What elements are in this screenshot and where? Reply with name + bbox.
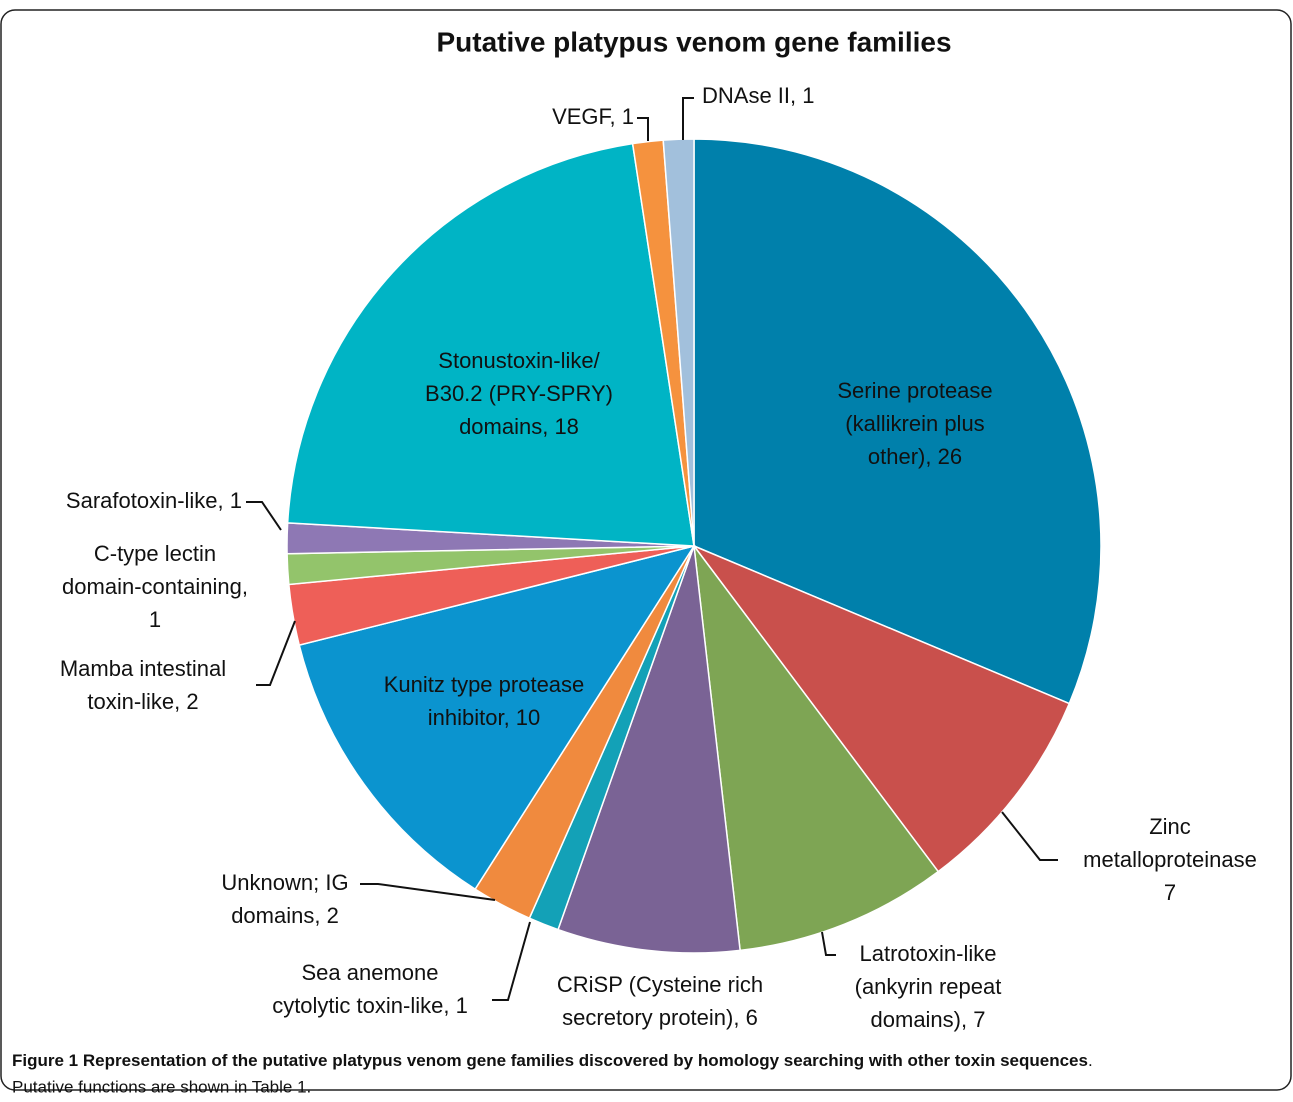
slice — [693, 138, 1102, 705]
slice-label: Sea anemone — [302, 960, 439, 985]
slice-label: B30.2 (PRY-SPRY) — [425, 381, 613, 406]
caption-text: Representation of the putative platypus … — [83, 1051, 1088, 1070]
slice-label: metalloproteinase — [1083, 847, 1257, 872]
leader — [1001, 811, 1058, 861]
slice-label: (ankyrin repeat — [855, 974, 1002, 999]
leader — [246, 501, 282, 531]
slice-label: Stonustoxin-like/ — [438, 348, 600, 373]
slice-label: Mamba intestinal — [60, 656, 226, 681]
leader — [821, 931, 836, 956]
leader — [492, 921, 531, 1001]
slice-label: C-type lectin — [94, 541, 216, 566]
slice-label: inhibitor, 10 — [428, 705, 541, 730]
slice-label: cytolytic toxin-like, 1 — [272, 993, 468, 1018]
slice-label: 7 — [1164, 880, 1176, 905]
slice — [692, 543, 940, 952]
caption-label: Figure 1 — [12, 1051, 78, 1070]
leader — [637, 117, 649, 141]
slice-label: Sarafotoxin-like, 1 — [66, 488, 242, 513]
slice-label: Serine protease — [837, 378, 992, 403]
slice-label: toxin-like, 2 — [87, 689, 198, 714]
slice-label: other), 26 — [868, 444, 962, 469]
slice — [557, 545, 741, 954]
slice-label: domains, 18 — [459, 414, 579, 439]
leader — [256, 620, 296, 686]
slice-label: CRiSP (Cysteine rich — [557, 972, 763, 997]
slice — [286, 142, 695, 547]
slice-label: 1 — [149, 607, 161, 632]
caption-end: . — [1088, 1051, 1093, 1070]
slice-label: (kallikrein plus — [845, 411, 984, 436]
slice — [662, 138, 695, 547]
slice-label: domains, 2 — [231, 903, 339, 928]
leader — [360, 883, 496, 901]
slice-label: domain-containing, — [62, 574, 248, 599]
leader — [682, 97, 694, 140]
slice-label: VEGF, 1 — [552, 104, 634, 129]
slice-label: Latrotoxin-like — [860, 941, 997, 966]
caption: Figure 1 Representation of the putative … — [12, 1051, 1093, 1070]
chart-title: Putative platypus venom gene families — [436, 26, 951, 57]
slice-label: secretory protein), 6 — [562, 1005, 758, 1030]
slice-label: DNAse II, 1 — [702, 83, 814, 108]
slice-label: Unknown; IG — [221, 870, 348, 895]
slice-label: Zinc — [1149, 814, 1191, 839]
slice — [691, 544, 1071, 873]
slice-label: domains), 7 — [871, 1007, 986, 1032]
frame — [0, 9, 1292, 1091]
caption-note: Putative functions are shown in Table 1. — [12, 1077, 311, 1096]
slice — [298, 544, 696, 891]
leaders — [246, 97, 1058, 1001]
slice-label: Kunitz type protease — [384, 672, 585, 697]
